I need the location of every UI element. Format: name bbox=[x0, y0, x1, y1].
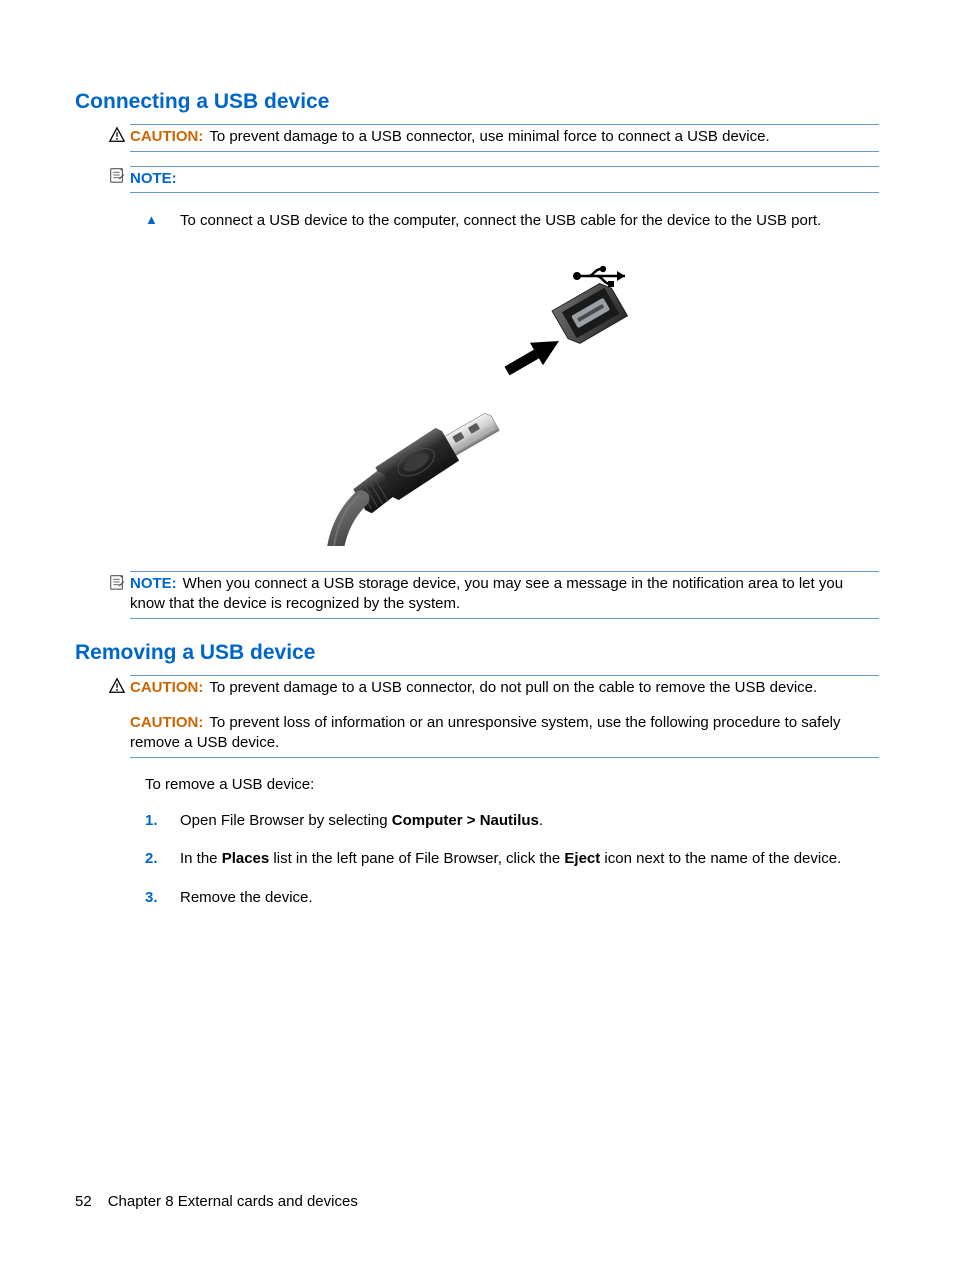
note-block-2: NOTE:When you connect a USB storage devi… bbox=[130, 571, 879, 620]
note-block-empty: NOTE: bbox=[130, 166, 879, 192]
caution-block-2: CAUTION:To prevent damage to a USB conne… bbox=[130, 675, 879, 758]
heading-removing: Removing a USB device bbox=[75, 641, 879, 665]
note-icon bbox=[108, 573, 126, 591]
page-footer: 52 Chapter 8 External cards and devices bbox=[75, 1193, 358, 1210]
caution-label-2: CAUTION: bbox=[130, 679, 209, 696]
note-icon bbox=[108, 166, 126, 184]
step-2-pre: In the bbox=[180, 850, 222, 867]
page-number: 52 bbox=[75, 1193, 92, 1210]
step-2-post: icon next to the name of the device. bbox=[600, 850, 841, 867]
step-1-post: . bbox=[539, 812, 543, 829]
step-1-pre: Open File Browser by selecting bbox=[180, 812, 392, 829]
step-num-3: 3. bbox=[145, 888, 158, 908]
caution-label-3: CAUTION: bbox=[130, 714, 209, 731]
intro-text: To remove a USB device: bbox=[145, 776, 879, 793]
step-2-mid: list in the left pane of File Browser, c… bbox=[269, 850, 564, 867]
step-marker-triangle: ▲ bbox=[145, 211, 158, 229]
caution-text-1: To prevent damage to a USB connector, us… bbox=[209, 128, 769, 145]
caution-text-2: To prevent damage to a USB connector, do… bbox=[209, 679, 817, 696]
note-label-2: NOTE: bbox=[130, 575, 183, 592]
step-1: 1. Open File Browser by selecting Comput… bbox=[145, 811, 879, 831]
caution-label: CAUTION: bbox=[130, 128, 209, 145]
usb-illustration bbox=[75, 256, 879, 551]
caution-text-3: To prevent loss of information or an unr… bbox=[130, 714, 841, 751]
note-text-2: When you connect a USB storage device, y… bbox=[130, 575, 843, 612]
step-2: 2. In the Places list in the left pane o… bbox=[145, 849, 879, 869]
step-2-bold: Places bbox=[222, 850, 270, 867]
caution-icon bbox=[108, 126, 126, 144]
step-3-text: Remove the device. bbox=[180, 889, 313, 906]
caution-block-1: CAUTION:To prevent damage to a USB conne… bbox=[130, 124, 879, 152]
heading-connecting: Connecting a USB device bbox=[75, 90, 879, 114]
step-num-2: 2. bbox=[145, 849, 158, 869]
step-2-bold2: Eject bbox=[564, 850, 600, 867]
step-3: 3. Remove the device. bbox=[145, 888, 879, 908]
chapter-label: Chapter 8 External cards and devices bbox=[108, 1193, 358, 1210]
step-triangle: ▲ To connect a USB device to the compute… bbox=[145, 211, 879, 231]
step-1-bold: Computer > Nautilus bbox=[392, 812, 539, 829]
caution-icon bbox=[108, 677, 126, 695]
note-label: NOTE: bbox=[130, 170, 183, 187]
step-text-1: To connect a USB device to the computer,… bbox=[180, 211, 879, 231]
step-num-1: 1. bbox=[145, 811, 158, 831]
